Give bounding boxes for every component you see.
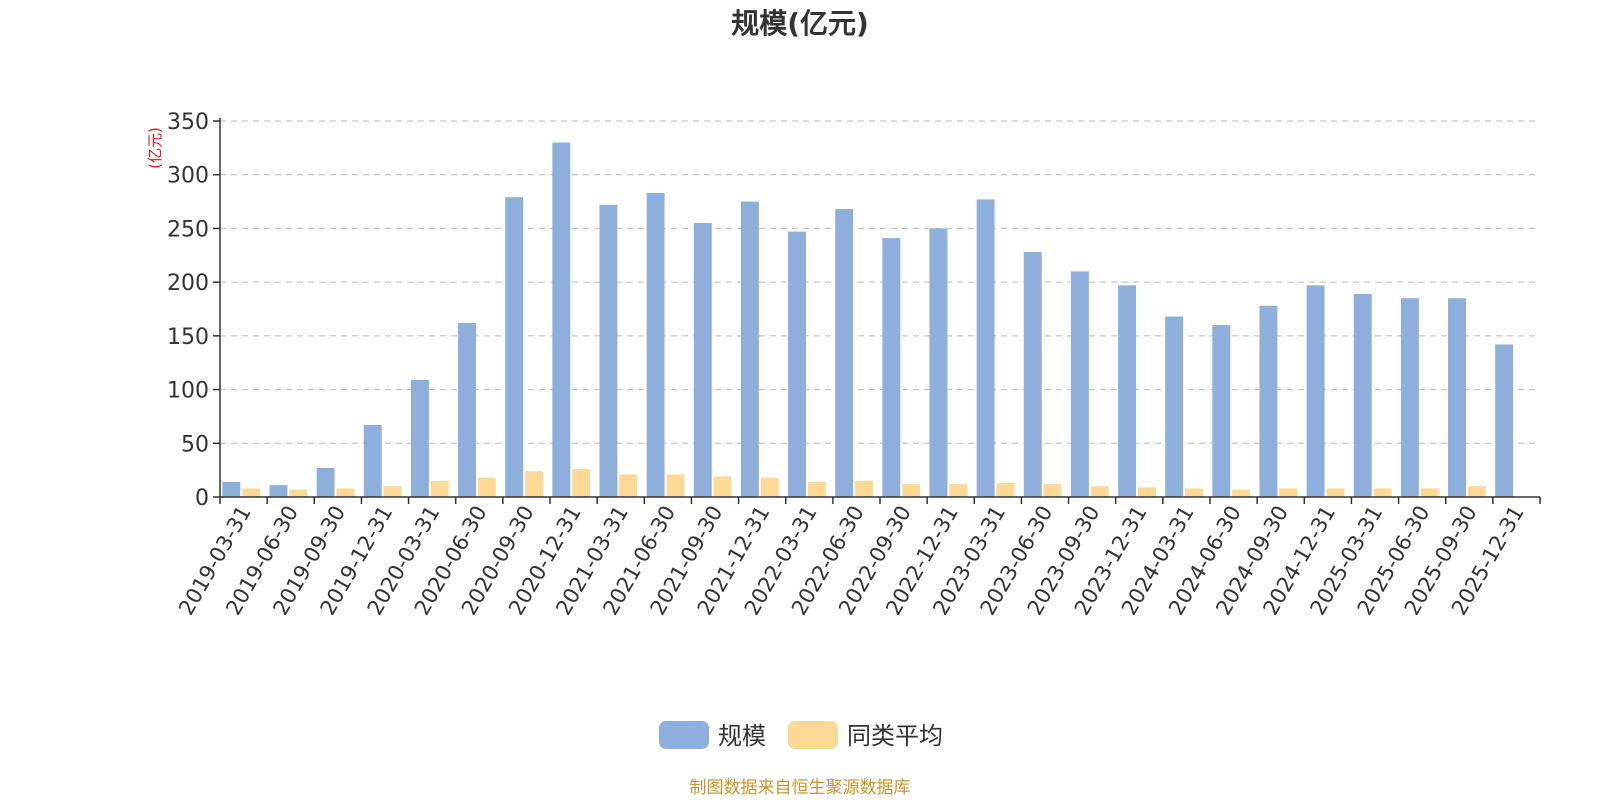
bar-peer-average-2020-06-30 (477, 477, 496, 497)
bar-scale-2023-03-31 (976, 199, 995, 497)
bar-peer-average-2019-09-30 (336, 488, 355, 497)
bar-scale-2023-12-31 (1118, 285, 1136, 497)
y-tick-label-350: 350 (167, 110, 209, 135)
bar-peer-average-2021-06-30 (666, 474, 685, 497)
bar-scale-2024-03-31 (1165, 316, 1184, 497)
y-tick-label-50: 50 (181, 432, 209, 457)
bar-peer-average-2023-03-31 (996, 483, 1015, 497)
bar-peer-average-2023-09-30 (1090, 486, 1109, 497)
bar-scale-2024-06-30 (1212, 325, 1231, 497)
bar-peer-average-2025-09-30 (1467, 486, 1486, 497)
bar-peer-average-2022-12-31 (949, 484, 968, 497)
bar-scale-2021-03-31 (599, 204, 618, 497)
bar-scale-2022-09-30 (882, 238, 901, 497)
bar-peer-average-2019-12-31 (383, 486, 402, 497)
bar-scale-2021-09-30 (693, 223, 712, 498)
bar-peer-average-2023-06-30 (1043, 484, 1062, 497)
y-tick-label-300: 300 (167, 164, 209, 189)
bar-scale-2023-06-30 (1023, 252, 1042, 497)
bar-peer-average-2020-12-31 (572, 469, 591, 497)
bar-peer-average-2022-06-30 (855, 480, 873, 497)
bar-scale-2022-12-31 (929, 228, 948, 497)
y-tick-label-200: 200 (167, 271, 209, 296)
bar-peer-average-2023-12-31 (1137, 487, 1156, 497)
legend: 规模 同类平均 (659, 721, 943, 750)
bar-peer-average-2024-03-31 (1185, 488, 1203, 497)
bars (222, 142, 1514, 498)
bar-peer-average-2021-03-31 (619, 474, 638, 497)
bar-peer-average-2022-09-30 (902, 484, 921, 497)
bar-peer-average-2021-09-30 (713, 476, 732, 497)
bar-peer-average-2024-09-30 (1279, 488, 1298, 497)
chart-title: 规模(亿元) (731, 7, 869, 40)
bar-peer-average-2025-03-31 (1373, 488, 1392, 497)
bar-scale-2025-06-30 (1400, 298, 1419, 497)
bar-scale-2021-12-31 (740, 201, 759, 498)
y-tick-label-100: 100 (167, 379, 209, 404)
y-tick-label-250: 250 (167, 217, 209, 242)
bar-scale-2019-09-30 (316, 467, 335, 497)
bar-scale-2019-03-31 (222, 481, 241, 497)
bar-scale-2022-03-31 (788, 231, 806, 497)
source-note: 制图数据来自恒生聚源数据库 (690, 778, 911, 798)
y-axis-unit-label: (亿元) (146, 127, 164, 169)
bar-scale-2025-03-31 (1353, 293, 1372, 497)
axes (213, 118, 1541, 504)
bar-scale-2019-06-30 (269, 485, 288, 497)
bar-scale-2022-06-30 (835, 209, 854, 497)
bar-peer-average-2020-09-30 (525, 471, 543, 497)
bar-scale-2025-09-30 (1448, 298, 1466, 497)
bar-peer-average-2021-12-31 (760, 477, 779, 497)
bar-scale-2024-12-31 (1306, 285, 1325, 497)
y-axis-ticks: 0 50 100 150 200 250 300 350 (167, 110, 209, 511)
bar-peer-average-2022-03-31 (807, 481, 826, 497)
y-tick-label-0: 0 (195, 486, 209, 511)
grid-lines (220, 120, 1540, 444)
x-axis-ticks: 2019-03-312019-06-302019-09-302019-12-31… (174, 502, 1529, 620)
legend-label-scale: 规模 (718, 722, 766, 750)
y-tick-label-150: 150 (167, 325, 209, 350)
legend-swatch-scale (659, 721, 709, 749)
bar-peer-average-2019-06-30 (289, 489, 308, 497)
bar-peer-average-2019-03-31 (242, 488, 261, 497)
bar-peer-average-2024-12-31 (1326, 488, 1345, 497)
bar-scale-2020-03-31 (410, 379, 429, 497)
bar-scale-2023-09-30 (1070, 271, 1089, 497)
bar-scale-2020-12-31 (552, 142, 571, 497)
bar-scale-2025-12-31 (1495, 344, 1514, 497)
legend-swatch-peer-average (788, 721, 838, 749)
bar-peer-average-2020-03-31 (430, 480, 449, 497)
bar-peer-average-2024-06-30 (1232, 489, 1251, 497)
legend-label-peer-average: 同类平均 (847, 722, 943, 750)
bar-peer-average-2025-06-30 (1420, 488, 1439, 497)
bar-scale-2019-12-31 (363, 425, 382, 497)
bar-scale-2024-09-30 (1259, 305, 1278, 497)
bar-scale-2021-06-30 (646, 192, 665, 497)
bar-scale-2020-09-30 (505, 197, 524, 497)
bar-scale-2020-06-30 (458, 322, 476, 497)
